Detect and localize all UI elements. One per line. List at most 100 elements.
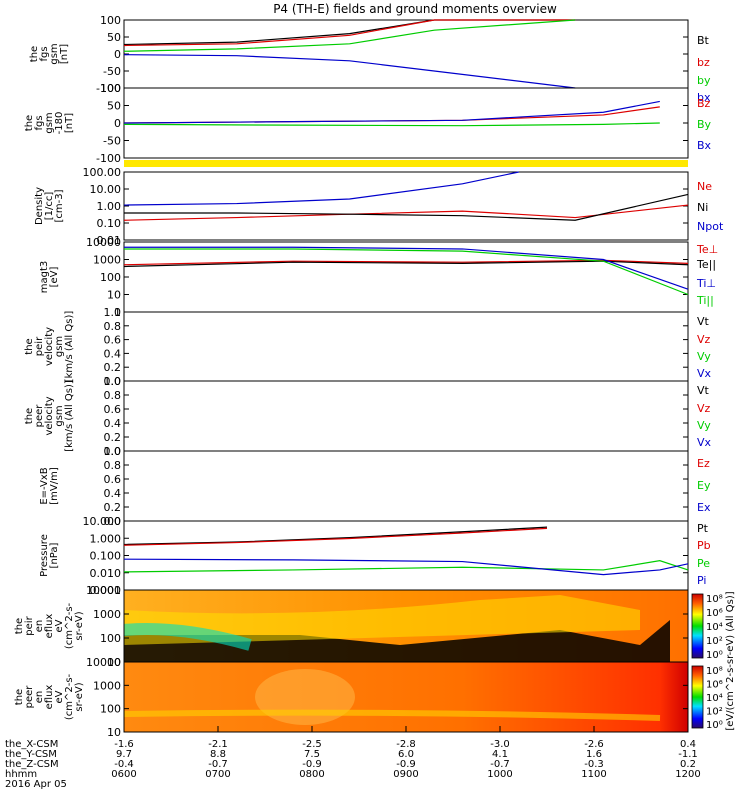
ylabel-line: velocity	[44, 327, 55, 366]
xtick-label: -0.7	[490, 759, 510, 770]
xtick-label: 4.1	[492, 749, 508, 760]
ytick-label: 0.4	[104, 347, 122, 360]
xtick-label: -0.9	[302, 759, 322, 770]
colorbar-label: [eV/(cm^2-s-sr-eV) (All Qs)]	[725, 591, 736, 730]
xtick-label: -1.1	[678, 749, 698, 760]
ylabel-line: [km/s (All Qs)]	[64, 311, 75, 383]
xtick-label: 1100	[581, 769, 606, 780]
ytick-label: 1000	[93, 679, 121, 692]
colorbar-tick: 10⁰	[706, 650, 723, 661]
series-line-Te⊥	[123, 259, 689, 266]
ylabel-line: Density	[34, 187, 45, 225]
series-line-Bx	[123, 100, 660, 124]
ylabel-line: peer	[34, 404, 45, 428]
ytick-label: 100	[100, 632, 121, 645]
xtick-label: -2.8	[396, 739, 416, 750]
legend-Te⊥: Te⊥	[696, 243, 718, 256]
legend-Vy: Vy	[697, 350, 711, 363]
ylabel-line: peir	[34, 336, 45, 356]
panel-electron-spectrogram: 10000 1000 100 10 the peer en eflux eV (cm^2-s-sr…	[14, 656, 723, 739]
ylabel-line: [1/cc]	[44, 192, 55, 221]
legend-Ez: Ez	[697, 457, 710, 470]
ylabel-line: the	[24, 115, 35, 131]
ytick-label: 100	[100, 14, 121, 27]
ytick-label: 1.0	[104, 306, 122, 319]
legend-Npot: Npot	[697, 220, 724, 233]
ylabel-line: gsm	[44, 112, 55, 133]
ytick-label: 10	[107, 289, 121, 302]
ylabel-line: the	[14, 689, 25, 705]
ytick-label: 100	[100, 271, 121, 284]
series-line-Ni	[124, 193, 689, 221]
panel-frame	[123, 241, 689, 313]
ytick-label: 0.2	[104, 501, 122, 514]
ylabel-line: [nT]	[64, 113, 75, 133]
ylabel-line: sr-eV)	[74, 682, 85, 711]
series-line-by	[123, 19, 576, 52]
ytick-label: 0.100	[90, 550, 122, 563]
legend-Vx: Vx	[697, 367, 712, 380]
ytick-label: 0.4	[104, 417, 122, 430]
panel-pressure: 10.000 1.000 0.100 0.010 0.001 Pressure [nPa] P…	[39, 515, 711, 597]
ytick-label: 10.000	[83, 515, 122, 528]
legend-Vy: Vy	[697, 419, 711, 432]
xtick-label: -3.0	[490, 739, 510, 750]
xtick-label: 6.0	[398, 749, 414, 760]
legend-Bz: Bz	[697, 97, 711, 110]
legend-Vx: Vx	[697, 436, 712, 449]
xtick-label: -0.3	[584, 759, 604, 770]
ytick-label: 0.8	[104, 320, 122, 333]
ylabel-line: gsm	[54, 336, 65, 357]
ion-spectrogram-low-flux	[124, 620, 670, 662]
ytick-label: -100	[96, 152, 121, 165]
xtick-label: 9.7	[116, 749, 132, 760]
colorbar-tick: 10⁶	[706, 608, 723, 619]
plot-title: P4 (TH-E) fields and ground moments over…	[273, 2, 557, 16]
ion-spectrogram-mid-flux	[124, 595, 640, 645]
legend-Vz: Vz	[697, 333, 711, 346]
ylabel-line: peer	[24, 685, 35, 709]
xtick-label: -0.7	[208, 759, 228, 770]
series-line-By	[123, 122, 660, 127]
ytick-label: 0.8	[104, 459, 122, 472]
xtick-label: 0.4	[680, 739, 696, 750]
ylabel-line: eflux	[44, 685, 55, 710]
ytick-label: -100	[96, 82, 121, 95]
ytick-label: 0.2	[104, 431, 122, 444]
legend-Ey: Ey	[697, 479, 711, 492]
ion-spectrogram-cool-band	[123, 623, 252, 651]
legend-Pt: Pt	[697, 522, 709, 535]
ylabel-line: fgs	[34, 115, 45, 130]
ytick-label: 10000	[86, 656, 121, 669]
ylabel-line: [eV]	[49, 267, 60, 288]
ylabel-line: fgs	[39, 46, 50, 61]
series-line-Ti⊥	[124, 246, 689, 290]
panel-fgs-gsm-2: 100 50 0 -50 -100 the fgs gsm -180 [nT] Bz By Bx	[24, 82, 712, 165]
panel-frame	[123, 450, 689, 522]
ytick-label: 0.8	[104, 389, 122, 402]
ylabel-line: gsm	[49, 43, 60, 64]
ytick-label: 0.01	[97, 234, 122, 247]
ylabel-line: E=-VxB	[39, 467, 50, 504]
ylabel-line: (cm^2-s-	[64, 673, 75, 720]
legend-Bt: Bt	[697, 34, 710, 47]
ylabel-line: [nPa]	[49, 542, 60, 568]
ytick-label: 1000	[93, 608, 121, 621]
legend-by: by	[697, 74, 711, 87]
xaxis-row-label: the_X-CSM	[5, 739, 58, 750]
xtick-label: -2.1	[208, 739, 228, 750]
xaxis-row-label: the_Y-CSM	[5, 749, 57, 760]
legend-Ti⊥: Ti⊥	[696, 277, 716, 290]
ytick-label: 0.0	[104, 445, 122, 458]
legend-Bx: Bx	[697, 139, 712, 152]
panel-density: 100.00 10.00 1.00 0.10 0.01 Density [1/cc] [cm-…	[34, 166, 724, 247]
ytick-label: 1.0	[104, 445, 122, 458]
panel-frame	[123, 311, 689, 382]
ytick-label: 0.6	[104, 334, 122, 347]
ylabel-line: the	[24, 408, 35, 424]
legend-Ti||: Ti||	[696, 294, 714, 307]
